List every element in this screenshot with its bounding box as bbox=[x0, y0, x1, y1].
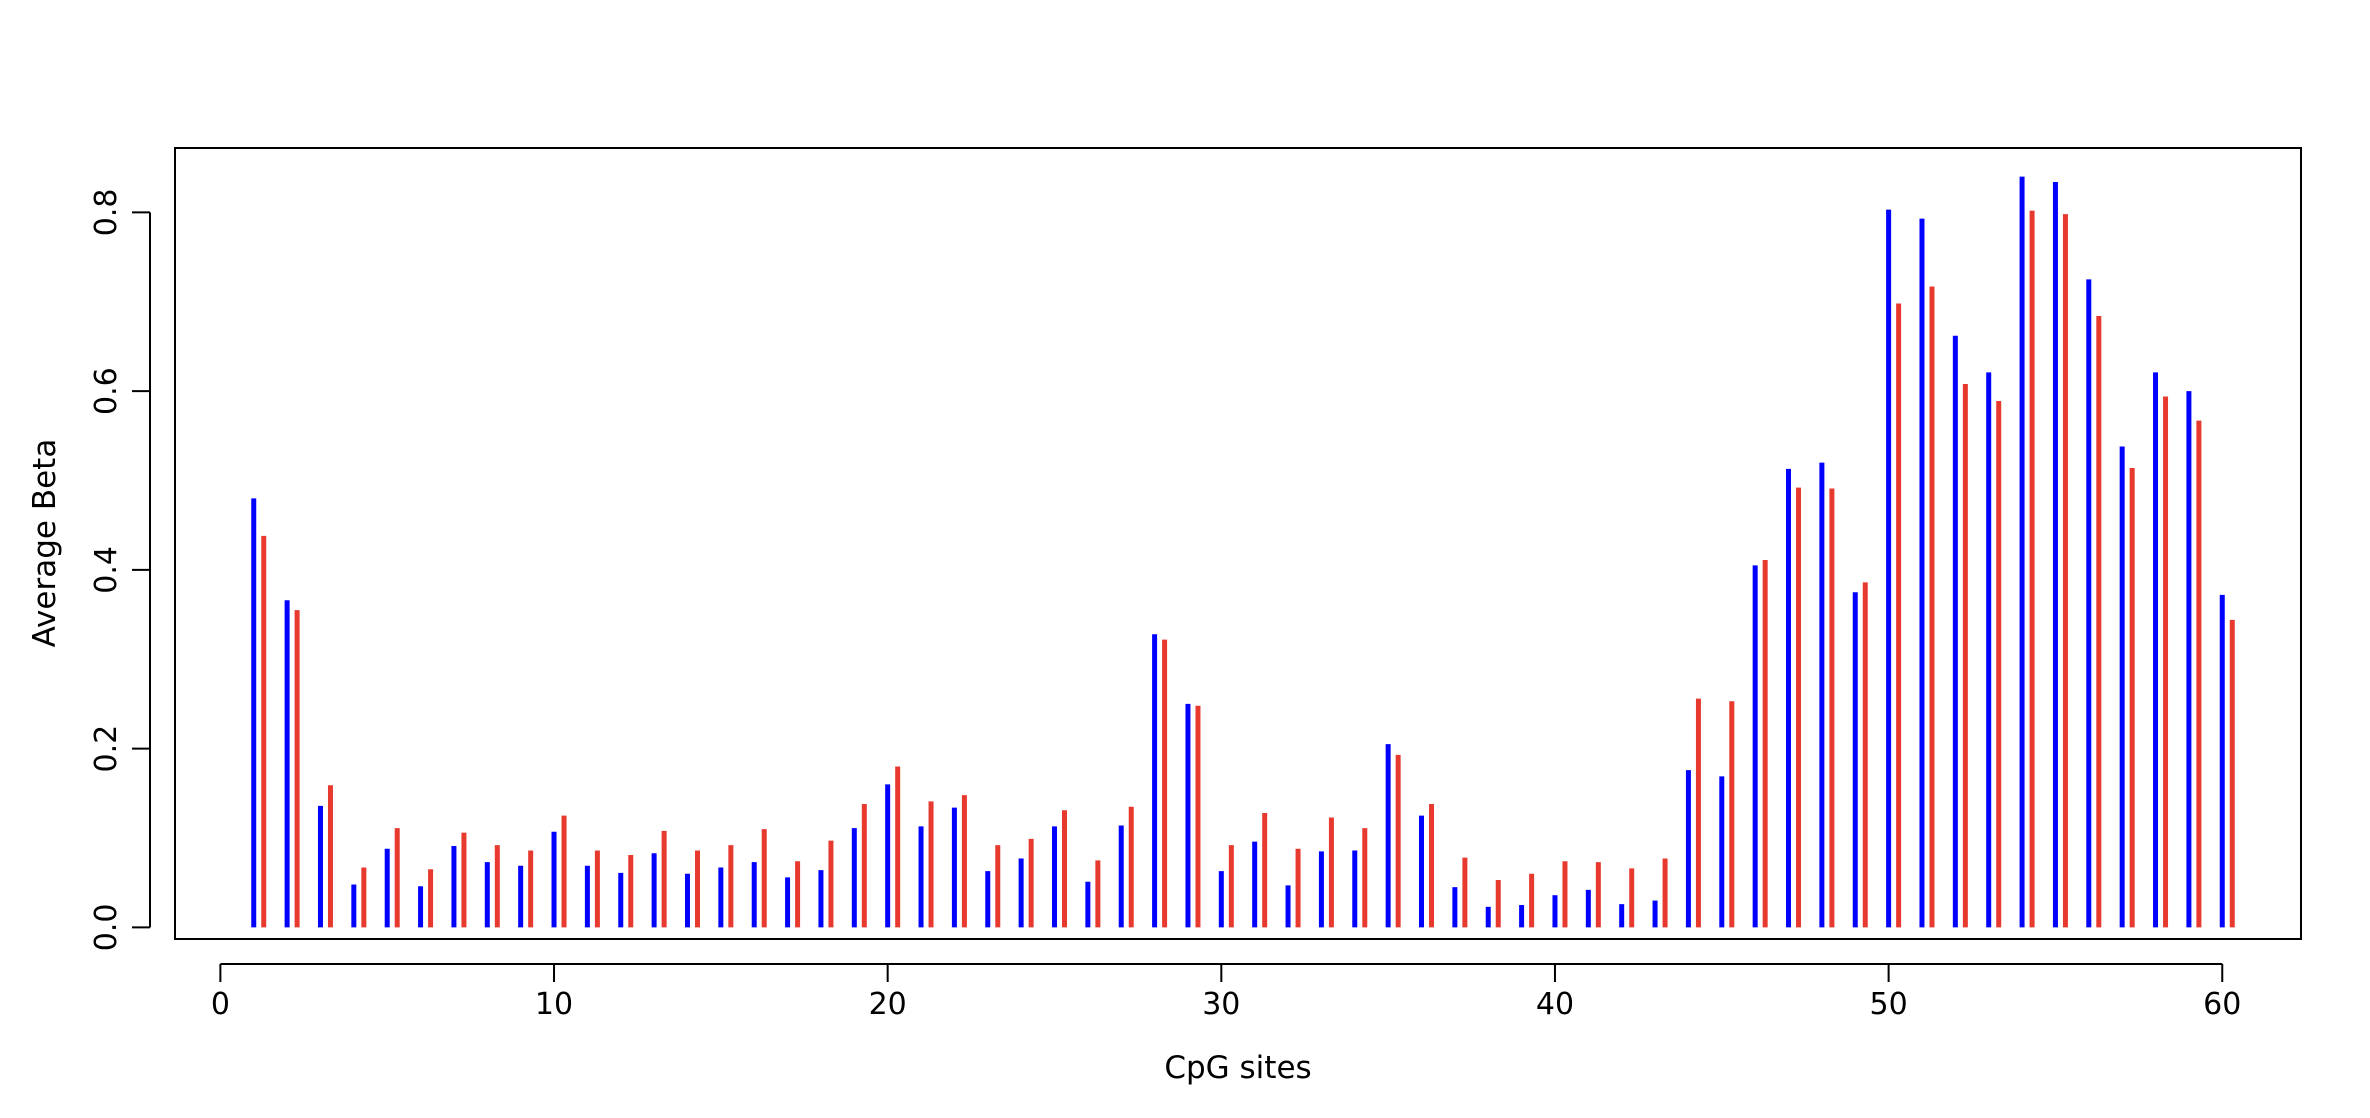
x-tick-label: 60 bbox=[2203, 987, 2241, 1022]
x-tick-label: 50 bbox=[1870, 987, 1908, 1022]
x-axis-title: CpG sites bbox=[1164, 1050, 1311, 1086]
x-tick-label: 30 bbox=[1202, 987, 1240, 1022]
x-tick-label: 20 bbox=[869, 987, 907, 1022]
x-tick-label: 0 bbox=[211, 987, 230, 1022]
x-tick-label: 10 bbox=[535, 987, 573, 1022]
x-tick-label: 40 bbox=[1536, 987, 1574, 1022]
y-tick-label: 0.8 bbox=[89, 188, 124, 236]
y-tick-label: 0.2 bbox=[89, 725, 124, 773]
y-tick-label: 0.4 bbox=[89, 546, 124, 594]
x-axis: 0 10 20 30 40 50 60 bbox=[211, 963, 2241, 1022]
y-axis: 0.0 0.2 0.4 0.6 0.8 bbox=[89, 188, 151, 952]
y-tick-label: 0.0 bbox=[89, 904, 124, 952]
bars-layer bbox=[251, 176, 2235, 928]
y-axis-title: Average Beta bbox=[27, 439, 63, 648]
y-tick-label: 0.6 bbox=[89, 367, 124, 415]
plot-frame bbox=[174, 147, 2302, 940]
